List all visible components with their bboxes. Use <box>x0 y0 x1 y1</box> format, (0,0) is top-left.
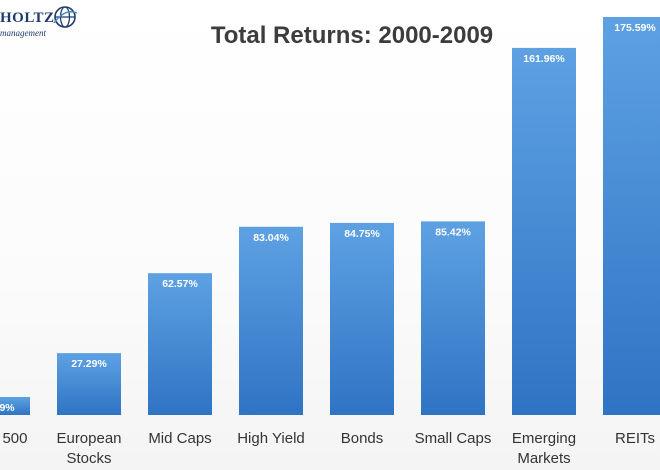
bar-value-label: -9.09% <box>0 402 15 414</box>
chart-title: Total Returns: 2000-2009 <box>210 22 494 49</box>
bar-value-label: 62.57% <box>162 278 198 290</box>
category-label: Small Caps <box>415 430 492 447</box>
category-label: Bonds <box>341 430 384 447</box>
logo-brand: HOLTZ <box>0 10 55 26</box>
category-label: European <box>56 430 121 447</box>
bar-2 <box>148 273 212 415</box>
bar-5 <box>421 221 485 415</box>
bar-7 <box>603 17 660 415</box>
logo-subtitle: management <box>0 28 46 38</box>
bar-value-label: 175.59% <box>614 22 656 34</box>
bar-value-label: 161.96% <box>523 53 565 65</box>
bar-value-label: 83.04% <box>253 232 289 244</box>
bar-value-label: 27.29% <box>71 358 107 370</box>
logo-globe-icon <box>53 6 78 28</box>
category-label: S&P 500 <box>0 430 27 447</box>
category-label: Stocks <box>66 450 111 467</box>
company-logo: HOLTZ management <box>0 4 110 40</box>
category-label: Emerging <box>512 430 576 447</box>
bar-value-label: 85.42% <box>435 226 471 238</box>
category-label: High Yield <box>237 430 305 447</box>
bar-6 <box>512 47 576 416</box>
bar-3 <box>239 226 303 415</box>
category-label: Markets <box>517 450 570 467</box>
bar-1 <box>57 353 121 415</box>
bar-0 <box>0 397 30 415</box>
bar-value-label: 84.75% <box>344 228 380 240</box>
bar-4 <box>330 222 394 415</box>
category-label: Mid Caps <box>148 430 211 447</box>
category-label: REITs <box>615 430 655 447</box>
